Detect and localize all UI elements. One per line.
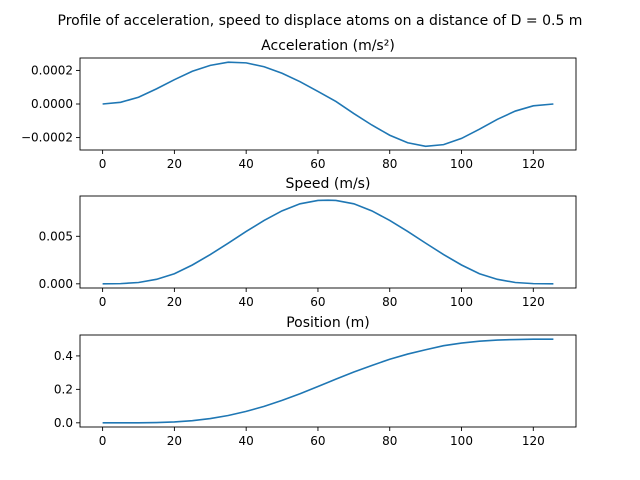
speed-series-line: [102, 199, 554, 285]
acceleration-y-tick-label: −0.0002: [21, 131, 73, 145]
speed-y-tick-label: 0.000: [39, 277, 73, 291]
position-axes-frame: [79, 334, 577, 428]
speed-x-tick-label: 20: [167, 295, 182, 309]
position-series-line: [102, 338, 554, 424]
acceleration-x-tick-label: 20: [167, 157, 182, 171]
position-x-tick-label: 20: [167, 434, 182, 448]
acceleration-y-tick-label: 0.0000: [31, 97, 73, 111]
acceleration-x-tick-label: 60: [310, 157, 325, 171]
speed-y-tick-label: 0.005: [39, 229, 73, 243]
figure-suptitle: Profile of acceleration, speed to displa…: [58, 13, 583, 29]
acceleration-x-tick-label: 40: [239, 157, 254, 171]
acceleration-x-tick-label: 120: [522, 157, 545, 171]
position-y-tick-label: 0.0: [54, 416, 73, 430]
acceleration-y-tick-label: 0.0002: [31, 63, 73, 77]
position-x-tick-label: 60: [310, 434, 325, 448]
position-y-tick-label: 0.4: [54, 349, 73, 363]
speed-x-tick-label: 40: [239, 295, 254, 309]
speed-panel: Speed (m/s) 0 20 40 60 80 100 120 0.005 0.000: [39, 176, 577, 309]
acceleration-x-tick-label: 80: [382, 157, 397, 171]
position-y-tick-label: 0.2: [54, 382, 73, 396]
acceleration-panel-title: Acceleration (m/s²): [261, 38, 395, 54]
speed-x-tick-label: 0: [99, 295, 107, 309]
acceleration-x-tick-label: 0: [99, 157, 107, 171]
acceleration-panel: Acceleration (m/s²) 0 20 40 60 80 100 120 0.000…: [21, 38, 577, 171]
speed-x-tick-label: 80: [382, 295, 397, 309]
speed-x-tick-label: 60: [310, 295, 325, 309]
position-x-tick-label: 0: [99, 434, 107, 448]
speed-x-tick-label: 100: [450, 295, 473, 309]
acceleration-x-tick-label: 100: [450, 157, 473, 171]
position-panel-title: Position (m): [286, 315, 370, 331]
speed-x-tick-label: 120: [522, 295, 545, 309]
position-x-tick-label: 40: [239, 434, 254, 448]
position-x-tick-label: 80: [382, 434, 397, 448]
speed-axes-frame: [79, 195, 577, 289]
position-x-tick-label: 120: [522, 434, 545, 448]
acceleration-axes-frame: [79, 57, 577, 151]
acceleration-series-line: [102, 61, 554, 148]
speed-panel-title: Speed (m/s): [286, 176, 371, 192]
position-panel: Position (m) 0 20 40 60 80 100 120 0.4 0.2 0.0: [54, 315, 577, 448]
position-x-tick-label: 100: [450, 434, 473, 448]
